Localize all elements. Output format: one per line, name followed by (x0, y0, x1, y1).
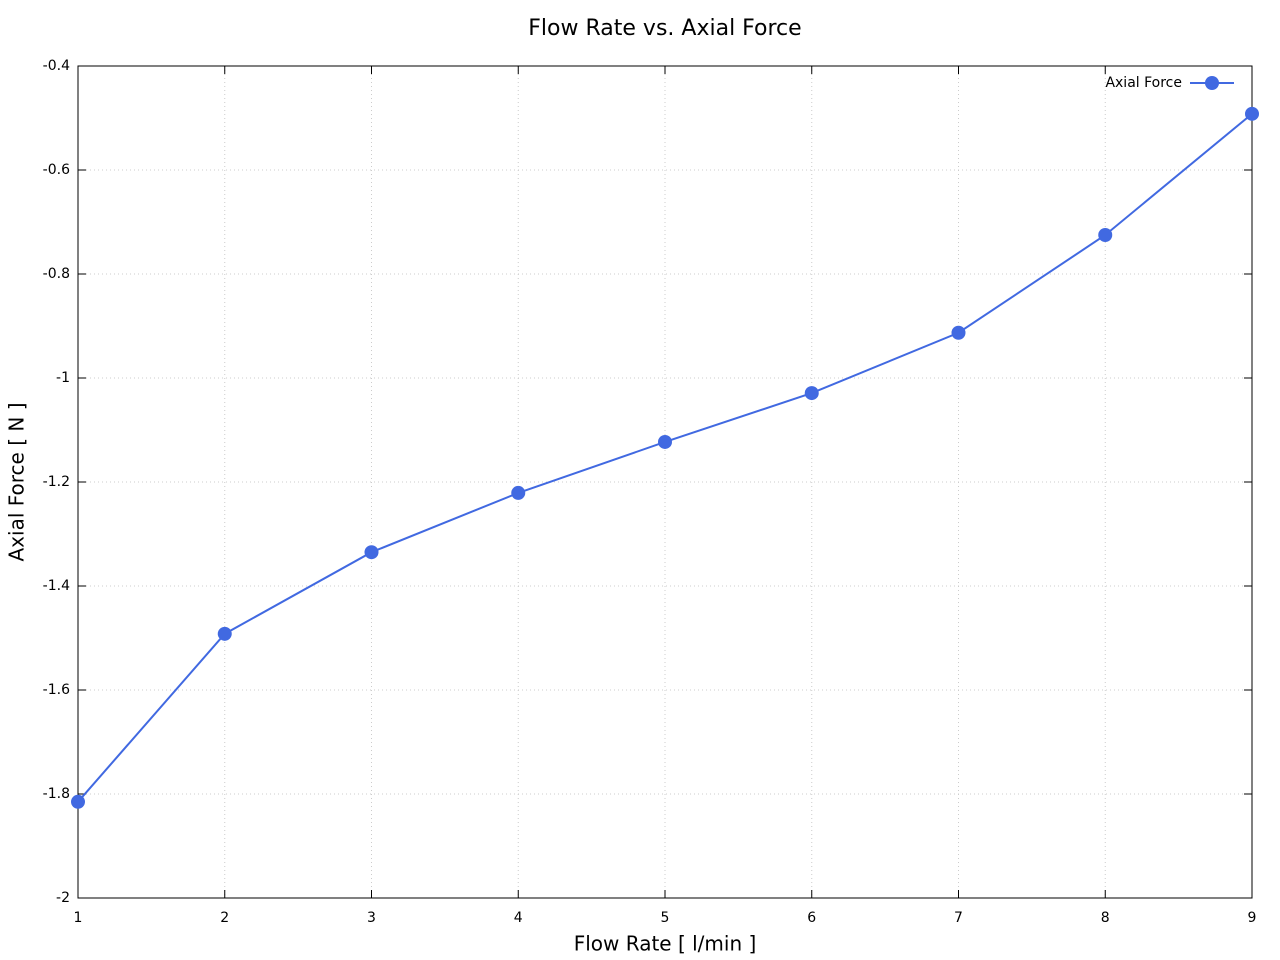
point (1245, 106, 1259, 121)
y-tick-label: -0.6 (43, 162, 70, 178)
y-tick-label: -2 (56, 890, 70, 906)
y-tick-label: -1.6 (43, 682, 70, 698)
x-tick-label: 5 (661, 910, 670, 926)
x-axis-label: Flow Rate [ l/min ] (574, 932, 757, 956)
point (511, 485, 526, 500)
point (1098, 228, 1113, 242)
legend-marker (1205, 76, 1219, 90)
point (804, 386, 819, 401)
point (951, 325, 966, 340)
x-tick-label: 7 (954, 910, 963, 926)
point (71, 794, 85, 809)
y-tick-label: -1.8 (43, 786, 70, 802)
x-tick-label: 9 (1248, 910, 1257, 926)
x-tick-label: 4 (514, 910, 523, 926)
point (217, 626, 232, 641)
x-tick-label: 2 (220, 910, 229, 926)
y-tick-label: -1 (56, 370, 70, 386)
plot-frame (77, 65, 1253, 899)
chart-title: Flow Rate vs. Axial Force (528, 16, 801, 41)
y-tick-label: -1.2 (43, 474, 70, 490)
point (364, 545, 379, 560)
y-tick-label: -0.4 (43, 58, 70, 74)
y-tick-label: -1.4 (43, 578, 70, 594)
x-tick-label: 8 (1101, 910, 1110, 926)
x-tick-label: 1 (74, 910, 83, 926)
y-tick-label: -0.8 (43, 266, 70, 282)
legend-label: Axial Force (1105, 75, 1182, 91)
y-axis-label: Axial Force [ N ] (5, 403, 29, 562)
point (658, 434, 672, 449)
x-tick-label: 3 (367, 910, 376, 926)
x-tick-label: 6 (807, 910, 816, 926)
